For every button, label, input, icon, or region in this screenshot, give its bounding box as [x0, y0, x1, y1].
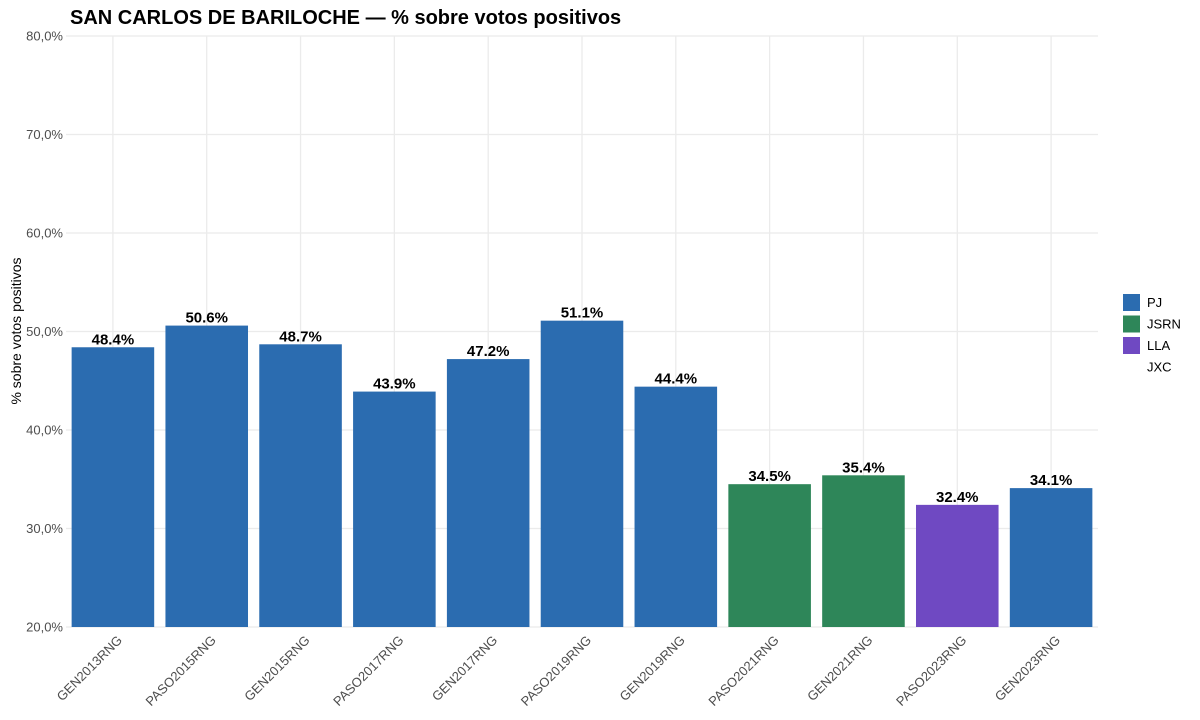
bar-value-labels: 48.4% 50.6% 48.7% 43.9% 47.2% 51.1% 44.4% 34.5%…: [92, 305, 1073, 506]
x-tick-label: PASO2015RNG: [143, 633, 219, 709]
legend-key-lla: [1123, 337, 1140, 354]
bar-value-label: 32.4%: [936, 489, 979, 506]
y-tick-label: 70,0%: [26, 127, 63, 142]
bar-gen2015rng: [259, 344, 342, 627]
x-tick-label: GEN2015RNG: [241, 633, 312, 704]
chart-title: SAN CARLOS DE BARILOCHE — % sobre votos …: [70, 7, 621, 29]
bar-paso2017rng: [353, 391, 436, 627]
bar-value-label: 48.4%: [92, 331, 135, 348]
bar-value-label: 34.5%: [748, 468, 791, 485]
legend-label-lla: LLA: [1147, 338, 1170, 353]
x-tick-label: GEN2021RNG: [804, 633, 875, 704]
x-tick-label: PASO2021RNG: [705, 633, 781, 709]
y-tick-label: 30,0%: [26, 521, 63, 536]
bar-gen2021rng: [822, 475, 905, 627]
bar-value-label: 48.7%: [279, 328, 322, 345]
y-tick-label: 80,0%: [26, 29, 63, 44]
bars: [71, 320, 1093, 627]
legend-label-jsrn: JSRN: [1147, 317, 1181, 332]
bar-paso2019rng: [540, 320, 624, 627]
x-tick-label: GEN2013RNG: [54, 633, 125, 704]
bar-value-label: 34.1%: [1030, 472, 1073, 489]
bar-value-label: 50.6%: [185, 310, 228, 327]
x-axis-ticks: GEN2013RNG PASO2015RNG GEN2015RNG PASO2017R…: [54, 633, 1064, 709]
bar-value-label: 35.4%: [842, 459, 885, 476]
bar-gen2013rng: [71, 347, 155, 627]
bar-gen2019rng: [634, 386, 718, 627]
y-axis-title: % sobre votos positivos: [8, 257, 24, 404]
x-tick-label: PASO2023RNG: [893, 633, 969, 709]
y-tick-label: 40,0%: [26, 423, 63, 438]
legend-label-pj: PJ: [1147, 295, 1162, 310]
bar-gen2023rng: [1009, 488, 1093, 627]
bar-value-label: 44.4%: [655, 371, 698, 388]
y-tick-label: 60,0%: [26, 226, 63, 241]
x-tick-label: PASO2017RNG: [330, 633, 406, 709]
bar-value-label: 43.9%: [373, 376, 416, 393]
legend-label-jxc: JXC: [1147, 360, 1172, 375]
legend: PJ JSRN LLA JXC: [1123, 294, 1181, 375]
y-tick-label: 20,0%: [26, 620, 63, 635]
y-axis-ticks: 20,0% 30,0% 40,0% 50,0% 60,0% 70,0% 80,0%: [26, 29, 63, 635]
legend-key-jsrn: [1123, 315, 1140, 333]
x-tick-label: GEN2023RNG: [992, 633, 1063, 704]
x-tick-label: GEN2017RNG: [429, 633, 500, 704]
bar-paso2023rng: [915, 504, 999, 627]
bar-gen2017rng: [446, 359, 530, 627]
bar-value-label: 47.2%: [467, 343, 510, 360]
bar-paso2015rng: [165, 325, 249, 627]
y-tick-label: 50,0%: [26, 324, 63, 339]
bar-paso2021rng: [728, 484, 811, 627]
x-tick-label: PASO2019RNG: [518, 633, 594, 709]
legend-key-pj: [1123, 294, 1140, 311]
x-tick-label: GEN2019RNG: [617, 633, 688, 704]
bar-value-label: 51.1%: [561, 305, 604, 322]
